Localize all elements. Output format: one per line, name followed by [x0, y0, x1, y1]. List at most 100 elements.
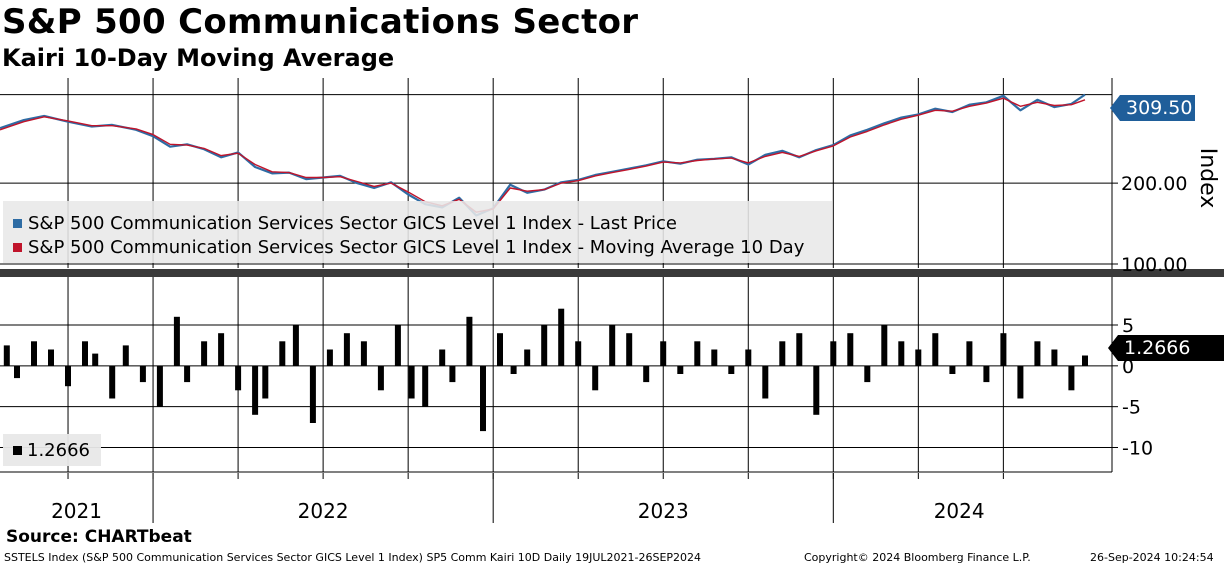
kairi-bar — [847, 333, 854, 366]
kairi-bar — [343, 333, 350, 366]
kairi-tick-label: 0 — [1122, 356, 1134, 378]
kairi-bar — [779, 341, 786, 366]
kairi-bar — [309, 365, 316, 423]
price-axis-label: Index — [1195, 148, 1220, 209]
legend-swatch-black — [13, 445, 22, 455]
kairi-bar — [510, 365, 517, 374]
kairi-bar — [609, 325, 616, 366]
kairi-bar — [480, 365, 486, 432]
footer-copyright: Copyright© 2024 Bloomberg Finance L.P. — [804, 551, 1031, 564]
kairi-bar — [1082, 355, 1088, 366]
kairi-bar — [762, 365, 769, 399]
kairi-bar — [575, 341, 582, 366]
chart-subtitle: Kairi 10-Day Moving Average — [2, 44, 395, 72]
kairi-bar — [201, 341, 208, 366]
kairi-bar — [813, 365, 820, 415]
kairi-bar — [830, 341, 837, 366]
source-note: Source: CHARTbeat — [6, 527, 192, 547]
kairi-bar — [932, 333, 939, 366]
kairi-bar — [694, 341, 701, 366]
kairi-bar — [3, 345, 10, 366]
kairi-legend: 1.2666 — [3, 434, 101, 466]
kairi-bar — [65, 365, 71, 387]
kairi-bar — [796, 333, 803, 366]
price-tick-label: 100.00 — [1121, 254, 1187, 276]
kairi-bar — [497, 333, 503, 366]
kairi-bar — [1000, 333, 1007, 366]
legend-entry-last-price: S&P 500 Communication Services Sector GI… — [13, 213, 677, 234]
footer-timestamp: 26-Sep-2024 10:24:54 — [1090, 551, 1214, 564]
x-year-label: 2022 — [298, 499, 349, 523]
kairi-bar — [31, 341, 37, 366]
footer-description: SSTELS Index (S&P 500 Communication Serv… — [4, 551, 702, 564]
price-tick-label: 200.00 — [1121, 173, 1187, 195]
legend-entry-moving-average: S&P 500 Communication Services Sector GI… — [13, 237, 804, 258]
kairi-bar — [252, 365, 259, 415]
kairi-tick-label: 5 — [1122, 315, 1134, 337]
legend-swatch-red — [13, 243, 22, 252]
legend-label-moving-average: S&P 500 Communication Services Sector GI… — [28, 237, 805, 258]
kairi-bar — [592, 365, 599, 391]
kairi-bar — [139, 365, 146, 383]
kairi-bar — [1068, 365, 1075, 391]
legend-swatch-blue — [13, 219, 22, 228]
kairi-legend-value: 1.2666 — [27, 439, 90, 461]
kairi-bar — [109, 365, 116, 399]
x-year-label: 2021 — [51, 499, 102, 523]
kairi-bar — [92, 353, 99, 366]
x-year-label: 2024 — [934, 499, 985, 523]
kairi-bar — [626, 333, 633, 366]
kairi-bar — [524, 349, 531, 366]
kairi-bar — [48, 349, 54, 366]
kairi-bar — [449, 365, 456, 383]
chart-title: S&P 500 Communications Sector — [2, 2, 639, 42]
kairi-bar — [558, 308, 565, 366]
kairi-bar — [915, 349, 922, 366]
kairi-bar — [711, 349, 718, 366]
kairi-tick-label: -10 — [1122, 438, 1153, 460]
kairi-bar — [745, 349, 752, 366]
kairi-bar — [643, 365, 650, 383]
kairi-bar — [292, 325, 299, 366]
kairi-bar — [677, 365, 684, 374]
kairi-bar — [898, 341, 905, 366]
kairi-bar — [122, 345, 129, 366]
kairi-bar — [326, 349, 333, 366]
legend-label-last-price: S&P 500 Communication Services Sector GI… — [28, 213, 677, 234]
kairi-bar — [262, 365, 269, 399]
kairi-tick-label: -5 — [1122, 397, 1141, 419]
series-line-last-price — [0, 93, 1086, 217]
kairi-bar — [408, 365, 415, 399]
kairi-bar — [949, 365, 956, 374]
kairi-bar — [541, 325, 548, 366]
kairi-bar — [864, 365, 871, 383]
panel-separator — [0, 269, 1224, 277]
last-price-tag: 309.50 — [1110, 95, 1195, 121]
kairi-bar — [184, 365, 191, 383]
kairi-last-tag: 1.2666 — [1108, 335, 1224, 361]
kairi-bar — [439, 349, 446, 366]
kairi-bar — [983, 365, 990, 383]
kairi-bar — [394, 325, 401, 366]
x-year-label: 2023 — [638, 499, 689, 523]
kairi-bar — [466, 316, 473, 366]
price-legend: S&P 500 Communication Services Sector GI… — [3, 201, 832, 263]
kairi-bar — [82, 341, 88, 366]
kairi-bar — [422, 365, 429, 407]
kairi-bar — [1017, 365, 1024, 399]
kairi-bar — [377, 365, 384, 391]
kairi-bar — [173, 316, 180, 366]
kairi-bar — [14, 365, 20, 379]
kairi-bar — [279, 341, 286, 366]
kairi-bar — [218, 333, 225, 366]
kairi-bar — [360, 341, 367, 366]
kairi-bar — [1034, 341, 1041, 366]
kairi-bar — [235, 365, 242, 391]
kairi-bar — [881, 325, 888, 366]
kairi-bar — [156, 365, 163, 407]
kairi-bar — [966, 341, 973, 366]
kairi-bar — [660, 341, 667, 366]
series-line-moving-average — [0, 97, 1086, 213]
kairi-bar — [1051, 349, 1058, 366]
